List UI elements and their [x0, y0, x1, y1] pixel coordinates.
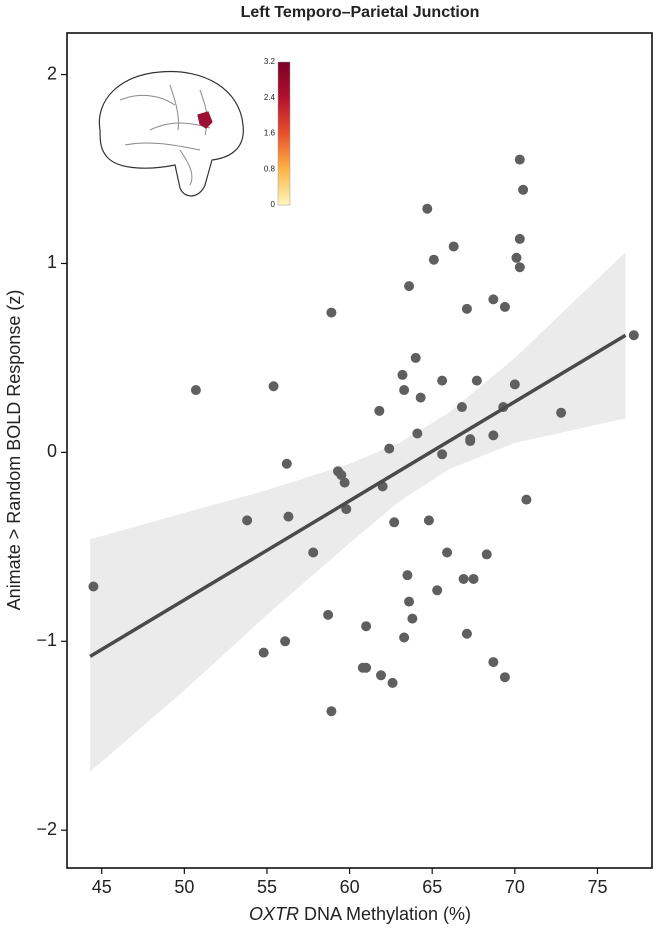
colorbar: [277, 61, 291, 206]
data-point: [88, 581, 99, 592]
data-point: [514, 262, 525, 273]
y-tick-label: −1: [36, 630, 57, 650]
data-point: [518, 184, 529, 195]
data-point: [407, 613, 418, 624]
data-point: [448, 241, 459, 252]
brain-inset: [98, 70, 244, 197]
data-point: [190, 385, 201, 396]
x-tick-label: 65: [422, 877, 442, 897]
y-tick-label: 1: [47, 252, 57, 272]
data-point: [397, 369, 408, 380]
data-point: [415, 392, 426, 403]
data-point: [422, 203, 433, 214]
data-point: [458, 573, 469, 584]
data-point: [280, 636, 291, 647]
brain-cluster: [197, 111, 213, 129]
data-point: [361, 662, 372, 673]
data-point: [514, 233, 525, 244]
colorbar-tick-label: 2.4: [264, 93, 276, 102]
data-point: [471, 375, 482, 386]
data-point: [384, 443, 395, 454]
y-axis-label: Animate > Random BOLD Response (z): [4, 290, 24, 611]
data-point: [556, 407, 567, 418]
data-point: [399, 632, 410, 643]
data-point: [404, 596, 415, 607]
data-point: [326, 706, 337, 717]
data-point: [432, 585, 443, 596]
y-tick-label: 0: [47, 441, 57, 461]
colorbar-tick-label: 3.2: [264, 57, 276, 66]
data-point: [488, 294, 499, 305]
data-point: [442, 547, 453, 558]
data-point: [402, 570, 413, 581]
data-point: [499, 672, 510, 683]
brain-outline: [98, 70, 244, 197]
data-point: [514, 154, 525, 165]
data-point: [308, 547, 319, 558]
colorbar-tick-label: 0.8: [264, 164, 276, 173]
data-point: [465, 434, 476, 445]
data-point: [242, 515, 253, 526]
data-point: [481, 549, 492, 560]
data-point: [375, 670, 386, 681]
data-point: [323, 609, 334, 620]
x-tick-label: 50: [174, 877, 194, 897]
x-axis-label-rest: DNA Methylation (%): [299, 904, 471, 924]
plot-frame: [66, 32, 653, 869]
data-point: [428, 254, 439, 265]
data-point: [628, 330, 639, 341]
colorbar-tick-label: 0: [271, 200, 276, 209]
data-point: [339, 477, 350, 488]
data-point: [268, 381, 279, 392]
x-tick-label: 75: [587, 877, 607, 897]
data-point: [488, 657, 499, 668]
data-point: [461, 628, 472, 639]
data-point: [511, 252, 522, 263]
data-point: [258, 647, 269, 658]
chart-title: Left Temporo–Parietal Junction: [241, 4, 480, 21]
confidence-band: [90, 252, 626, 772]
data-point: [283, 511, 294, 522]
data-point: [326, 307, 337, 318]
data-point: [412, 428, 423, 439]
data-point: [488, 430, 499, 441]
x-axis-label-italic: OXTR: [249, 904, 299, 924]
data-point: [410, 352, 421, 363]
data-point: [374, 405, 385, 416]
data-point: [461, 303, 472, 314]
data-point: [399, 385, 410, 396]
data-point: [341, 504, 352, 515]
data-point: [281, 458, 292, 469]
x-tick-label: 70: [505, 877, 525, 897]
data-point: [336, 470, 347, 481]
data-point: [499, 301, 510, 312]
colorbar-tick-label: 1.6: [264, 129, 276, 138]
y-tick-label: 2: [47, 63, 57, 83]
regression-line: [89, 333, 627, 658]
data-point: [456, 402, 467, 413]
plot-area: 45 50 55 60 65 70 75 −2 −1 0 1 2: [36, 32, 653, 897]
x-axis-label: OXTR DNA Methylation (%): [249, 904, 471, 924]
data-point: [361, 621, 372, 632]
brain-sulci: [119, 84, 211, 186]
x-tick-label: 60: [340, 877, 360, 897]
data-point: [468, 573, 479, 584]
data-point: [389, 517, 400, 528]
x-tick-label: 45: [92, 877, 112, 897]
data-point: [521, 494, 532, 505]
y-tick-label: −2: [36, 819, 57, 839]
data-point: [509, 379, 520, 390]
data-point: [423, 515, 434, 526]
data-point: [404, 281, 415, 292]
data-point: [437, 449, 448, 460]
x-tick-label: 55: [257, 877, 277, 897]
data-point: [387, 677, 398, 688]
data-point: [437, 375, 448, 386]
